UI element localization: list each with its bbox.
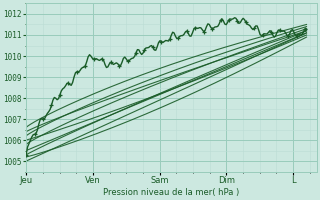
X-axis label: Pression niveau de la mer( hPa ): Pression niveau de la mer( hPa ) (103, 188, 239, 197)
